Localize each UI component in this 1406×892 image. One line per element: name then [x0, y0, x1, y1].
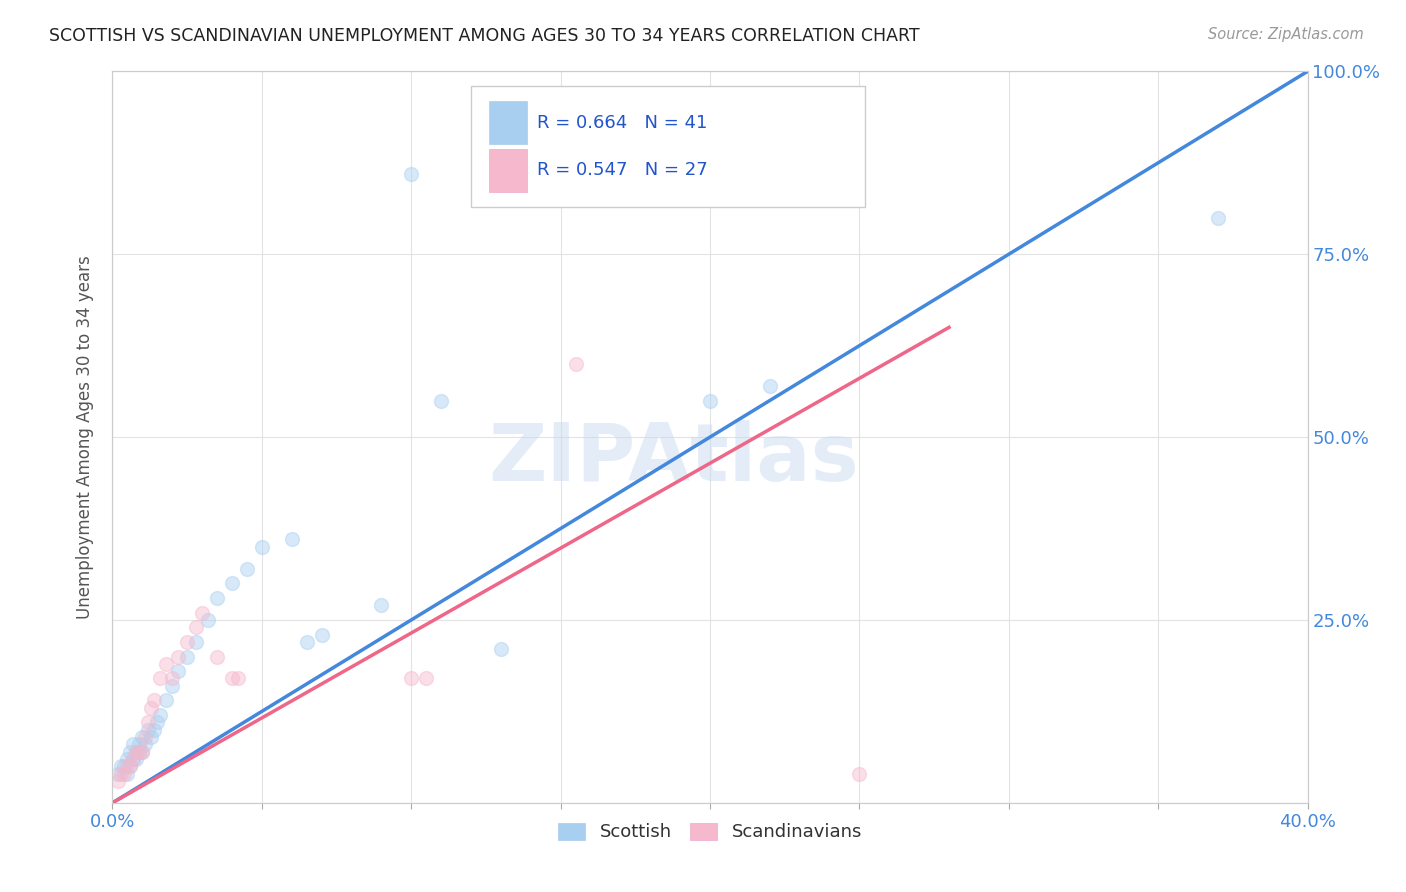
Text: R = 0.664   N = 41: R = 0.664 N = 41	[537, 113, 707, 131]
Point	[128, 745, 150, 759]
Point	[138, 723, 160, 737]
Point	[759, 379, 782, 393]
Text: ZIPAtlas: ZIPAtlas	[489, 420, 859, 498]
Point	[131, 745, 153, 759]
Point	[146, 715, 169, 730]
Point	[120, 745, 142, 759]
Point	[311, 627, 333, 641]
Point	[281, 533, 304, 547]
Point	[114, 759, 135, 773]
Point	[125, 745, 148, 759]
Point	[149, 708, 172, 723]
Point	[107, 773, 129, 788]
Point	[221, 576, 243, 591]
Point	[176, 635, 198, 649]
Point	[131, 745, 153, 759]
FancyBboxPatch shape	[489, 149, 527, 192]
Text: SCOTTISH VS SCANDINAVIAN UNEMPLOYMENT AMONG AGES 30 TO 34 YEARS CORRELATION CHAR: SCOTTISH VS SCANDINAVIAN UNEMPLOYMENT AM…	[49, 27, 920, 45]
Point	[186, 620, 208, 634]
Point	[167, 664, 190, 678]
Point	[122, 752, 145, 766]
Point	[848, 766, 870, 780]
Point	[191, 606, 214, 620]
Point	[117, 766, 139, 780]
Point	[125, 752, 148, 766]
Point	[1206, 211, 1229, 225]
Point	[430, 393, 453, 408]
Point	[117, 759, 139, 773]
Point	[226, 672, 249, 686]
Point	[122, 737, 145, 751]
Point	[128, 737, 150, 751]
Point	[155, 693, 177, 707]
Point	[162, 672, 183, 686]
Point	[370, 599, 392, 613]
Point	[162, 679, 183, 693]
Text: Source: ZipAtlas.com: Source: ZipAtlas.com	[1208, 27, 1364, 42]
Text: R = 0.547   N = 27: R = 0.547 N = 27	[537, 161, 707, 179]
Point	[415, 672, 437, 686]
Point	[155, 657, 177, 671]
Point	[699, 393, 721, 408]
Point	[131, 730, 153, 744]
Point	[401, 672, 423, 686]
Point	[120, 759, 142, 773]
Point	[110, 759, 132, 773]
Point	[236, 562, 259, 576]
Point	[205, 649, 228, 664]
Point	[138, 715, 160, 730]
Point	[221, 672, 243, 686]
Point	[564, 357, 586, 371]
Legend: Scottish, Scandinavians: Scottish, Scandinavians	[551, 815, 869, 848]
Point	[107, 766, 129, 780]
Point	[120, 759, 142, 773]
Point	[143, 693, 166, 707]
Point	[186, 635, 208, 649]
Point	[134, 730, 156, 744]
Point	[401, 167, 423, 181]
Point	[295, 635, 318, 649]
Point	[197, 613, 219, 627]
FancyBboxPatch shape	[489, 101, 527, 145]
Point	[117, 752, 139, 766]
Point	[205, 591, 228, 605]
Point	[149, 672, 172, 686]
Point	[141, 730, 163, 744]
Point	[176, 649, 198, 664]
Point	[143, 723, 166, 737]
Point	[125, 745, 148, 759]
Point	[141, 700, 163, 714]
Point	[114, 766, 135, 780]
FancyBboxPatch shape	[471, 86, 866, 207]
Point	[167, 649, 190, 664]
Point	[128, 745, 150, 759]
Point	[110, 766, 132, 780]
Point	[122, 752, 145, 766]
Point	[134, 737, 156, 751]
Y-axis label: Unemployment Among Ages 30 to 34 years: Unemployment Among Ages 30 to 34 years	[76, 255, 94, 619]
Point	[250, 540, 273, 554]
Point	[489, 642, 512, 657]
